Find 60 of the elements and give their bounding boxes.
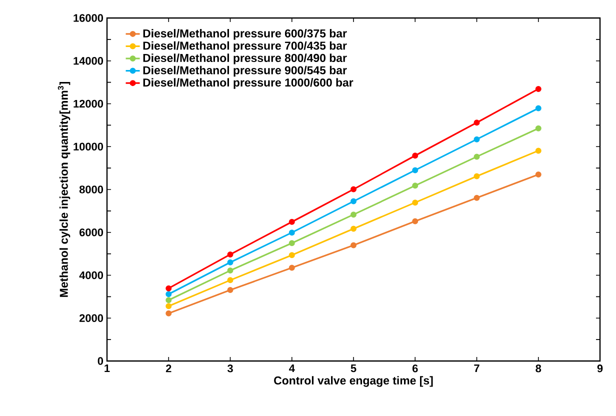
point xyxy=(227,277,234,284)
y-tick-label: 6000 xyxy=(80,228,104,236)
point xyxy=(227,287,234,294)
x-tick-label: 3 xyxy=(227,364,233,372)
y-tick-label: 0 xyxy=(98,357,104,365)
legend-label: Diesel/Methanol pressure 1000/600 bar xyxy=(143,78,354,89)
x-tick-label: 4 xyxy=(289,364,295,372)
x-tick-label: 2 xyxy=(166,364,172,372)
point xyxy=(227,251,234,258)
x-tick-label: 9 xyxy=(597,364,603,372)
point xyxy=(474,154,480,160)
point xyxy=(288,230,295,236)
x-tick-label: 8 xyxy=(536,364,542,372)
point xyxy=(166,285,172,292)
point xyxy=(166,297,172,304)
point xyxy=(288,264,295,271)
point xyxy=(535,105,542,112)
x-tick-label: 6 xyxy=(412,364,418,372)
point xyxy=(166,310,172,316)
y-axis-title: Methanol cylcle injection quantity[mm$^{3}$] xyxy=(58,82,70,297)
point xyxy=(350,212,357,218)
point xyxy=(350,198,357,204)
point xyxy=(474,173,480,180)
y-tick-label: 10000 xyxy=(74,142,104,151)
point xyxy=(412,182,418,189)
y-tick-label: 8000 xyxy=(79,186,104,194)
point xyxy=(412,152,418,159)
y-tick-label: 2000 xyxy=(79,314,104,322)
point xyxy=(412,200,418,206)
point xyxy=(166,303,172,310)
y-tick-label: 16000 xyxy=(74,14,104,22)
y-tick-label: 4000 xyxy=(79,271,104,280)
point xyxy=(535,171,542,178)
point xyxy=(474,194,480,201)
point xyxy=(350,226,357,232)
y-tick-label: 12000 xyxy=(74,100,104,108)
point xyxy=(474,120,480,126)
point xyxy=(474,136,480,142)
y-tick-label: 14000 xyxy=(74,57,104,65)
x-axis-title: Control valve engage time [s] xyxy=(274,376,433,387)
x-tick-label: 1 xyxy=(104,364,110,372)
legend-label: Diesel/Methanol pressure 700/435 bar xyxy=(143,41,347,52)
x-tick-label: 5 xyxy=(350,364,356,372)
point xyxy=(227,268,234,274)
legend-label: Diesel/Methanol pressure 800/490 bar xyxy=(143,54,347,64)
point xyxy=(350,242,357,248)
point xyxy=(288,240,295,246)
x-tick-label: 7 xyxy=(474,364,480,372)
point xyxy=(350,186,357,192)
point xyxy=(412,167,418,174)
legend-label: Diesel/Methanol pressure 600/375 bar xyxy=(143,29,347,40)
point xyxy=(288,252,295,258)
point xyxy=(535,148,542,154)
point xyxy=(412,218,418,224)
point xyxy=(166,291,172,298)
point xyxy=(227,259,234,266)
point xyxy=(535,86,542,92)
point xyxy=(288,218,295,225)
point xyxy=(535,125,542,132)
legend-label: Diesel/Methanol pressure 900/545 bar xyxy=(143,66,347,77)
